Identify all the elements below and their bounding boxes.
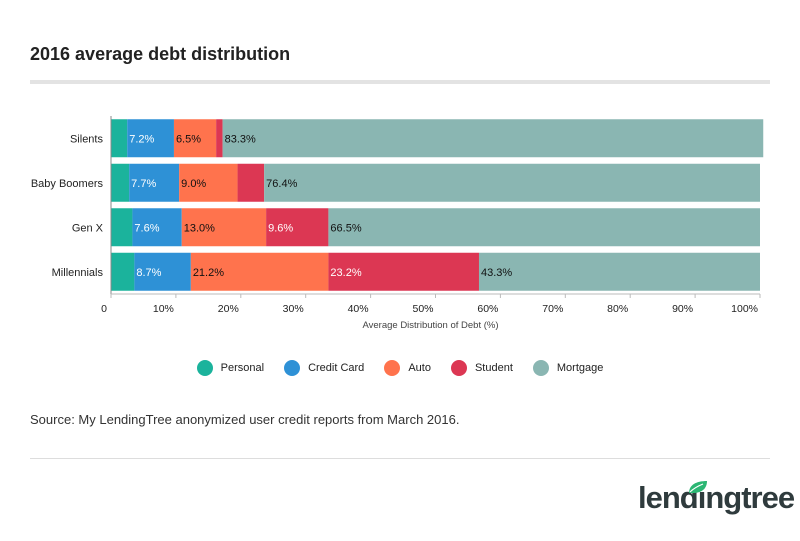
data-label: 9.6% bbox=[268, 222, 293, 234]
x-axis-title: Average Distribution of Debt (%) bbox=[362, 320, 498, 331]
title-divider bbox=[30, 80, 770, 84]
bar-segment bbox=[328, 208, 760, 247]
legend-label: Personal bbox=[220, 362, 265, 374]
data-label: 9.0% bbox=[181, 178, 206, 190]
bar-segment bbox=[173, 119, 217, 158]
x-tick-label: 30% bbox=[283, 303, 304, 315]
bar-segment bbox=[266, 208, 329, 247]
bar-segment bbox=[129, 163, 180, 202]
bar-segment bbox=[222, 119, 764, 158]
bar-segment bbox=[134, 252, 191, 291]
category-label: Millennials bbox=[52, 267, 104, 279]
data-label: 76.4% bbox=[266, 178, 297, 190]
bar-segment bbox=[111, 208, 133, 247]
data-label: 7.6% bbox=[134, 222, 159, 234]
bar-segment bbox=[190, 252, 329, 291]
legend-swatch bbox=[384, 360, 401, 376]
logo-wordmark: lendingtree bbox=[638, 480, 795, 515]
data-label: 21.2% bbox=[193, 267, 224, 279]
data-label: 83.3% bbox=[225, 133, 256, 145]
stacked-bar-chart: Silents 7.2% 6.5% 83.3% Baby Boomers 7.7% 9.0%… bbox=[31, 116, 764, 331]
bar-segment bbox=[111, 252, 135, 291]
x-tick-label: 90% bbox=[672, 303, 693, 315]
x-tick-label: 20% bbox=[218, 303, 239, 315]
x-tick-label: 100% bbox=[731, 303, 758, 315]
bar-segment bbox=[127, 119, 174, 158]
legend-swatch bbox=[450, 360, 467, 376]
bar-segment bbox=[181, 208, 267, 247]
legend-swatch bbox=[284, 360, 301, 376]
data-label: 7.7% bbox=[131, 178, 156, 190]
legend-label: Student bbox=[474, 362, 513, 374]
x-tick-label: 40% bbox=[348, 303, 369, 315]
bar-segment bbox=[478, 252, 760, 291]
data-label: 6.5% bbox=[176, 133, 201, 145]
legend-swatch bbox=[196, 360, 213, 376]
data-label: 13.0% bbox=[184, 222, 215, 234]
legend-label: Mortgage bbox=[556, 362, 604, 374]
bar-segment bbox=[179, 163, 238, 202]
legend-label: Credit Card bbox=[308, 362, 365, 374]
legend-swatch bbox=[532, 360, 549, 376]
category-label: Baby Boomers bbox=[31, 178, 104, 190]
bottom-divider bbox=[30, 458, 770, 459]
x-tick-label: 10% bbox=[153, 303, 174, 315]
leaf-icon bbox=[689, 481, 707, 493]
legend-item: Student bbox=[450, 360, 513, 376]
bar-segment bbox=[264, 163, 760, 202]
chart-title: 2016 average debt distribution bbox=[30, 44, 291, 64]
bar-segment bbox=[328, 252, 479, 291]
lendingtree-logo: lendingtree bbox=[638, 480, 795, 515]
bar-segment bbox=[132, 208, 182, 247]
category-label: Gen X bbox=[72, 222, 104, 234]
category-label: Silents bbox=[70, 133, 104, 145]
data-label: 43.3% bbox=[481, 267, 512, 279]
data-label: 7.2% bbox=[129, 133, 154, 145]
data-label: 66.5% bbox=[330, 222, 361, 234]
bar-segment bbox=[237, 163, 265, 202]
x-tick-label: 70% bbox=[542, 303, 563, 315]
legend-label: Auto bbox=[408, 362, 431, 374]
legend-item: Personal bbox=[196, 360, 265, 376]
x-tick-label: 60% bbox=[477, 303, 498, 315]
data-label: 8.7% bbox=[136, 267, 161, 279]
legend-item: Mortgage bbox=[532, 360, 604, 376]
legend-item: Auto bbox=[384, 360, 431, 376]
x-tick-label: 80% bbox=[607, 303, 628, 315]
source-note: Source: My LendingTree anonymized user c… bbox=[30, 412, 460, 427]
legend-item: Credit Card bbox=[284, 360, 364, 376]
bar-segment bbox=[216, 119, 223, 158]
bar-segment bbox=[111, 163, 130, 202]
x-tick-label: 0 bbox=[101, 303, 107, 315]
chart-legend: Personal Credit Card Auto Student Mortgage bbox=[0, 360, 800, 376]
x-tick-label: 50% bbox=[412, 303, 433, 315]
bar-segment bbox=[111, 119, 128, 158]
data-label: 23.2% bbox=[330, 267, 361, 279]
